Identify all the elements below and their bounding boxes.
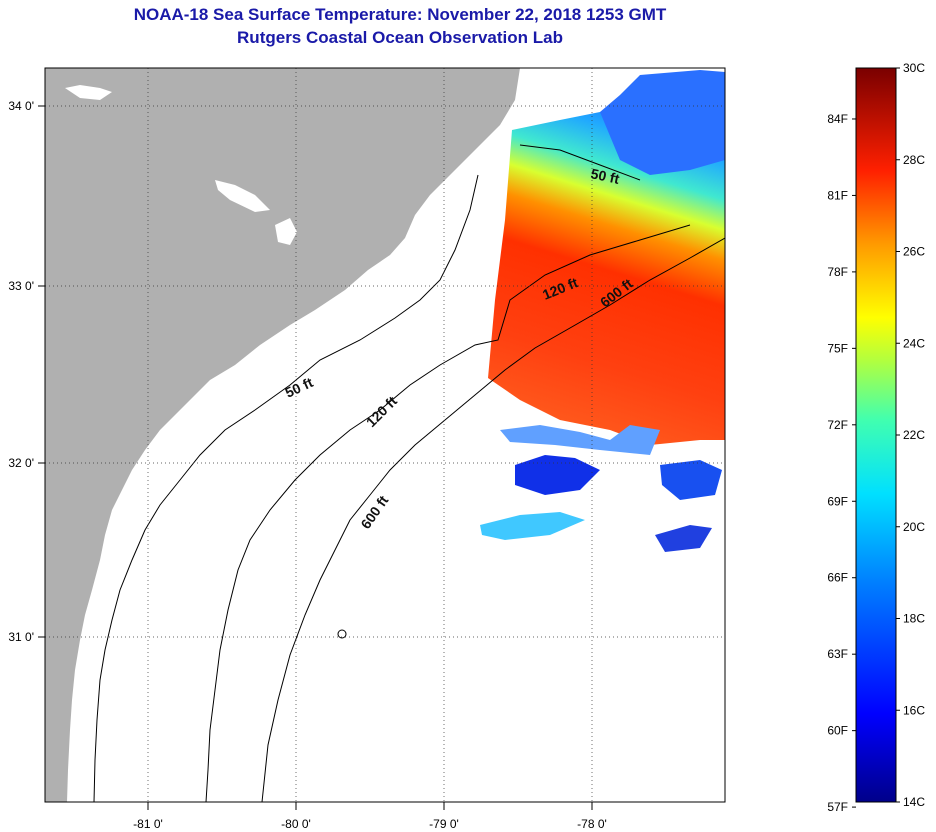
- lat-tick-label: 34 0': [8, 99, 34, 113]
- map-title: NOAA-18 Sea Surface Temperature: Novembe…: [133, 5, 667, 24]
- lon-tick-label: -80 0': [281, 817, 311, 831]
- map-frame: [44, 67, 726, 803]
- colorbar-ticks: [852, 67, 900, 808]
- colorbar-fahrenheit-label: 66F: [827, 571, 848, 585]
- coastal-lake-2: [215, 180, 270, 212]
- colorbar-fahrenheit-label: 75F: [827, 341, 848, 355]
- colorbar-celsius-label: 30C: [903, 61, 925, 75]
- lat-tick-label: 33 0': [8, 279, 34, 293]
- colorbar-celsius-label: 20C: [903, 520, 925, 534]
- axis-ticks: [38, 105, 593, 810]
- sst-offshore-patch-1: [515, 455, 600, 495]
- sst-nearshore-patch: [600, 70, 725, 175]
- land-mass: [45, 68, 520, 802]
- colorbar-celsius-label: 26C: [903, 245, 925, 259]
- lat-tick-label: 31 0': [8, 630, 34, 644]
- colorbar-fahrenheit-label: 69F: [827, 494, 848, 508]
- sst-offshore-patch-3: [660, 460, 722, 500]
- colorbar-celsius-label: 24C: [903, 336, 925, 350]
- coastal-lake-3: [65, 85, 112, 100]
- lat-tick-label: 32 0': [8, 456, 34, 470]
- contour-120ft: [205, 224, 691, 802]
- sst-offshore-patch-2: [480, 512, 585, 540]
- colorbar-celsius-label: 16C: [903, 703, 925, 717]
- colorbar-fahrenheit-label: 81F: [827, 188, 848, 202]
- colorbar-fahrenheit-label: 84F: [827, 112, 848, 126]
- lon-tick-label: -81 0': [133, 817, 163, 831]
- graticule: [45, 68, 725, 802]
- contour-label-50ft-north: 50 ft: [589, 165, 621, 187]
- contour-50ft: [93, 144, 641, 802]
- sst-offshore-patch-4: [655, 525, 712, 552]
- lon-tick-label: -79 0': [429, 817, 459, 831]
- seamount-contour: [337, 629, 347, 639]
- colorbar-celsius-label: 14C: [903, 795, 925, 809]
- sst-offshore-patch-5: [500, 425, 660, 455]
- colorbar-celsius-label: 28C: [903, 153, 925, 167]
- colorbar-fahrenheit-label: 57F: [827, 800, 848, 814]
- colorbar-celsius-label: 18C: [903, 612, 925, 626]
- contour-600ft: [261, 237, 725, 802]
- colorbar-fahrenheit-label: 72F: [827, 418, 848, 432]
- colorbar-fahrenheit-label: 60F: [827, 724, 848, 738]
- coastal-lake: [275, 218, 297, 245]
- map-subtitle: Rutgers Coastal Ocean Observation Lab: [237, 28, 563, 47]
- colorbar-fahrenheit-label: 63F: [827, 647, 848, 661]
- colorbar-celsius-label: 22C: [903, 428, 925, 442]
- colorbar-fahrenheit-label: 78F: [827, 265, 848, 279]
- lon-tick-label: -78 0': [577, 817, 607, 831]
- colorbar: [855, 67, 897, 803]
